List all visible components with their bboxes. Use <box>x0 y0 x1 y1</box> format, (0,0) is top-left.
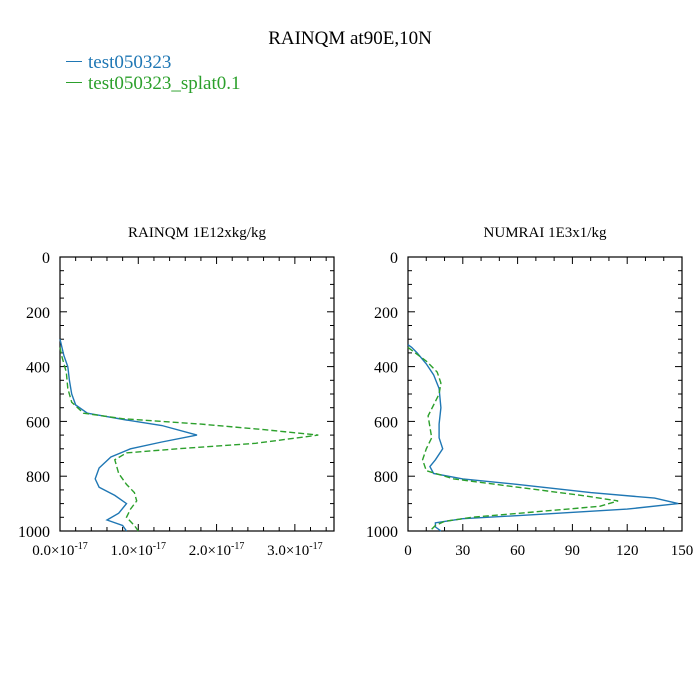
legend-label-1: test050323 <box>88 52 172 73</box>
y-tick-label: 800 <box>26 469 50 486</box>
y-tick-label: 0 <box>42 250 50 267</box>
figure-title: RAINQM at90E,10N <box>268 28 432 49</box>
legend-label-2: test050323_splat0.1 <box>88 73 241 94</box>
panel-title: RAINQM 1E12xkg/kg <box>128 225 266 241</box>
y-tick-label: 0 <box>390 250 398 267</box>
x-tick-label: 0.0×10-17 <box>32 541 88 559</box>
y-tick-label: 800 <box>374 469 398 486</box>
y-tick-label: 400 <box>374 360 398 377</box>
panel-title: NUMRAI 1E3x1/kg <box>484 225 607 241</box>
plot-frame <box>59 256 335 532</box>
x-tick-label: 1.0×10-17 <box>111 541 167 559</box>
x-tick-label: 150 <box>671 543 694 559</box>
legend-item-2: test050323_splat0.1 <box>66 73 241 95</box>
x-tick-label: 2.0×10-17 <box>189 541 245 559</box>
y-tick-label: 200 <box>26 305 50 322</box>
x-tick-label: 0 <box>404 543 412 559</box>
chart-panel-2: NUMRAI 1E3x1/kg 0 200 400 600 800 1000 0 30 60 90 1… <box>366 225 693 559</box>
y-tick-label: 1000 <box>366 524 398 541</box>
legend-line-2 <box>66 82 82 84</box>
legend-item-1: test050323 <box>66 52 171 74</box>
y-tick-label: 1000 <box>18 524 50 541</box>
x-tick-label: 30 <box>455 543 470 559</box>
y-tick-label: 600 <box>26 414 50 431</box>
series-line-2 <box>59 347 319 532</box>
x-tick-label: 120 <box>616 543 639 559</box>
series-line-1 <box>407 344 679 532</box>
legend-line-1 <box>66 61 82 63</box>
y-tick-label: 600 <box>374 414 398 431</box>
chart-panel-1: RAINQM 1E12xkg/kg 0 200 400 600 800 10000.0×10… <box>18 225 335 559</box>
series-line-2 <box>407 346 619 532</box>
series-line-1 <box>59 339 198 532</box>
x-tick-label: 3.0×10-17 <box>267 541 323 559</box>
y-tick-label: 400 <box>26 360 50 377</box>
y-tick-label: 200 <box>374 305 398 322</box>
x-tick-label: 90 <box>565 543 580 559</box>
plot-frame <box>407 256 683 532</box>
x-tick-label: 60 <box>510 543 525 559</box>
